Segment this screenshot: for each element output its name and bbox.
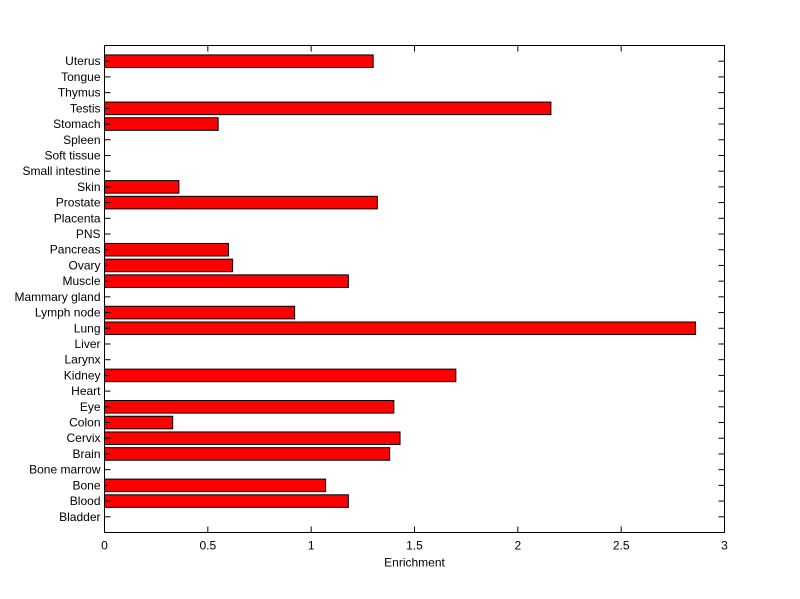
y-tick-label: Blood: [70, 494, 101, 508]
y-tick-label: Stomach: [53, 117, 100, 131]
y-tick-label: Small intestine: [22, 164, 100, 178]
bar-pancreas: [104, 242, 229, 257]
y-tick-label: Prostate: [56, 196, 101, 210]
y-tick-label: Mammary gland: [14, 290, 100, 304]
y-tick-label: PNS: [76, 227, 101, 241]
y-tick-label: Bone marrow: [29, 463, 101, 477]
y-tick-label: Colon: [69, 416, 100, 430]
y-tick-label: Placenta: [54, 211, 101, 225]
y-tick-label: Skin: [77, 180, 100, 194]
bar-ovary: [104, 258, 234, 273]
x-tick-label: 0: [101, 539, 108, 553]
x-axis-ticks: 0 0.5 1 1.5 2 2.5 3: [101, 45, 728, 553]
y-tick-label: Testis: [70, 101, 101, 115]
y-tick-label: Eye: [80, 400, 101, 414]
plot-frame: [104, 45, 725, 533]
y-tick-label: Uterus: [65, 54, 100, 68]
y-tick-label: Pancreas: [50, 243, 101, 257]
x-axis-label: Enrichment: [384, 556, 445, 570]
y-tick-label: Lymph node: [35, 306, 101, 320]
bar-uterus: [104, 54, 374, 68]
bar-prostate: [104, 195, 378, 210]
bar-brain: [104, 447, 391, 461]
x-tick-label: 1.5: [406, 539, 423, 553]
x-tick-label: 2.5: [613, 539, 630, 553]
y-tick-label: Lung: [74, 321, 101, 335]
bar-stomach: [104, 117, 219, 131]
y-tick-label: Thymus: [58, 86, 101, 100]
x-tick-label: 2: [514, 539, 521, 553]
bar-testis: [104, 101, 552, 116]
bars-group: [104, 54, 697, 508]
y-tick-label: Heart: [71, 384, 101, 398]
y-tick-label: Cervix: [66, 431, 100, 445]
bar-kidney: [104, 368, 457, 383]
y-tick-label: Larynx: [64, 353, 100, 367]
x-tick-label: 0.5: [199, 539, 216, 553]
bar-cervix: [104, 431, 401, 446]
y-tick-label: Muscle: [62, 274, 100, 288]
x-tick-label: 3: [721, 539, 728, 553]
y-tick-label: Brain: [72, 447, 100, 461]
y-tick-label: Bladder: [59, 510, 100, 524]
y-tick-label: Bone: [72, 478, 100, 492]
y-tick-label: Tongue: [61, 70, 101, 84]
bar-skin: [104, 180, 180, 194]
y-tick-label: Kidney: [64, 368, 101, 382]
bar-muscle: [104, 274, 349, 288]
y-tick-label: Soft tissue: [44, 148, 100, 162]
x-tick-label: 1: [308, 539, 315, 553]
y-tick-label: Liver: [74, 337, 100, 351]
bar-eye: [104, 400, 395, 414]
bar-lymph-node: [104, 305, 296, 320]
bar-colon: [104, 415, 174, 430]
y-tick-label: Spleen: [63, 133, 100, 147]
bar-bone: [104, 478, 327, 493]
bar-lung: [104, 321, 697, 336]
bar-blood: [104, 494, 349, 508]
y-tick-label: Ovary: [68, 258, 100, 272]
